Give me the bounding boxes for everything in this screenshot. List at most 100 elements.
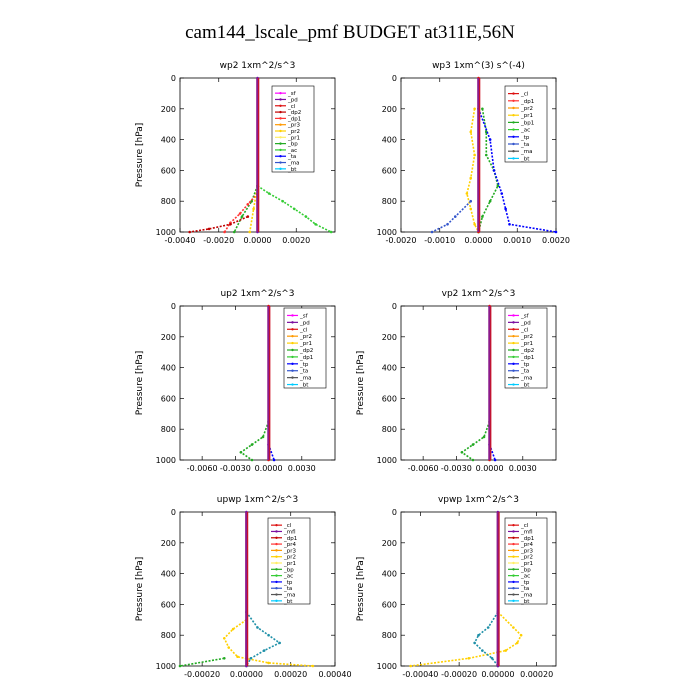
legend-label: _pr1	[520, 561, 533, 567]
y-tick-label: 0	[392, 74, 397, 83]
series-point	[272, 458, 276, 462]
legend-marker	[512, 568, 515, 571]
series-point	[508, 223, 511, 226]
legend-label: _ac	[520, 574, 530, 580]
y-tick-label: 800	[161, 425, 176, 434]
legend-label: _bt	[520, 599, 530, 605]
panel-3: up2 1xm^2/s^3 Pressure [hPa] 0 200 400 600 800…	[135, 289, 336, 473]
legend-marker	[512, 92, 515, 95]
series-point	[473, 641, 476, 645]
legend-label: _pr1	[287, 135, 300, 141]
series-point	[261, 435, 265, 439]
legend-marker	[512, 383, 515, 386]
legend-label: _bt	[299, 383, 309, 389]
legend-marker	[275, 555, 278, 558]
x-tick-label: -0.0060	[187, 464, 218, 473]
series-point	[446, 223, 449, 226]
y-tick-label: 0	[171, 508, 176, 517]
x-tick-label: -0.00040	[402, 670, 438, 679]
legend-label: _cl	[520, 523, 529, 529]
legend-marker	[291, 355, 294, 359]
y-tick-label: 800	[382, 631, 397, 640]
legend-label: _dp1	[520, 355, 534, 361]
legend-marker	[275, 574, 278, 577]
panel-title: up2 1xm^2/s^3	[220, 289, 294, 299]
legend-marker	[512, 587, 515, 590]
plot-frame	[179, 511, 336, 667]
legend-label: _cl	[283, 523, 292, 529]
legend-marker	[291, 328, 294, 331]
x-tick-label: -0.0030	[220, 464, 251, 473]
series-point	[496, 184, 500, 188]
legend-marker	[279, 161, 282, 164]
series-point	[477, 633, 480, 637]
legend-label: _pr4	[283, 542, 297, 548]
legend-marker	[512, 348, 515, 352]
series-point	[430, 230, 434, 234]
legend-label: _cl	[520, 327, 529, 333]
series-point	[246, 215, 250, 218]
legend-marker	[512, 561, 515, 565]
series-line	[466, 108, 480, 233]
series-line	[189, 215, 249, 233]
series-point	[471, 458, 475, 462]
series-point	[492, 169, 496, 172]
series-point	[467, 657, 471, 660]
legend-box	[283, 307, 327, 389]
y-tick-label: 1000	[377, 662, 397, 671]
panel-title: vp2 1xm^2/s^3	[442, 289, 516, 299]
series-line	[233, 185, 259, 233]
legend-label: _pr3	[287, 123, 301, 129]
legend-marker	[291, 383, 294, 386]
x-tick-label: -0.0010	[424, 236, 455, 245]
y-tick-label: 200	[161, 105, 176, 114]
series-point	[207, 227, 211, 231]
panel-title: wp3 1xm^(3) s^(-4)	[432, 61, 525, 71]
plot-frame	[179, 305, 336, 461]
series-point	[471, 443, 475, 446]
legend-marker	[275, 549, 278, 552]
legend-label: _ta	[287, 154, 296, 160]
x-tick-label: -0.0030	[441, 464, 472, 473]
y-tick-label: 200	[382, 539, 397, 548]
legend-box	[267, 517, 311, 605]
series-point	[469, 130, 473, 134]
y-axis-label: Pressure [hPa]	[356, 351, 366, 416]
series-point	[249, 657, 253, 660]
legend-label: _bp	[287, 142, 298, 148]
legend-label: _pr2	[299, 334, 312, 340]
legend-label: _sf	[287, 91, 297, 97]
legend-marker	[275, 587, 278, 590]
legend-label: _pd	[299, 320, 310, 326]
panel-2: wp3 1xm^(3) s^(-4)02004006008001000-0.00…	[377, 61, 570, 245]
series-point	[238, 212, 242, 215]
y-tick-label: 400	[161, 136, 176, 145]
y-tick-label: 0	[392, 302, 397, 311]
legend-marker	[279, 91, 282, 95]
series-point	[248, 230, 252, 234]
legend-marker	[291, 334, 294, 338]
series-line	[473, 611, 499, 667]
x-tick-label: 0.0000	[255, 464, 283, 473]
y-tick-label: 1000	[377, 456, 397, 465]
legend-marker	[279, 98, 282, 101]
legend-label: _ac	[520, 128, 530, 134]
legend-marker	[279, 155, 282, 158]
legend-label: _ta	[299, 369, 308, 375]
series-point	[473, 223, 476, 226]
legend-label: _pd	[287, 97, 298, 103]
series-point	[222, 636, 226, 640]
legend-label: _ta	[283, 586, 292, 592]
series-point	[231, 627, 235, 631]
series-point	[262, 649, 266, 652]
legend-label: _dp1	[283, 536, 297, 542]
legend-label: _ac	[287, 148, 297, 154]
legend-label: _tp	[520, 580, 530, 586]
plot-frame	[400, 511, 557, 667]
legend-marker	[512, 157, 515, 160]
legend-marker	[512, 542, 515, 546]
legend-label: _bt	[287, 167, 297, 173]
legend-marker	[512, 530, 515, 533]
legend-label: _ta	[520, 586, 529, 592]
